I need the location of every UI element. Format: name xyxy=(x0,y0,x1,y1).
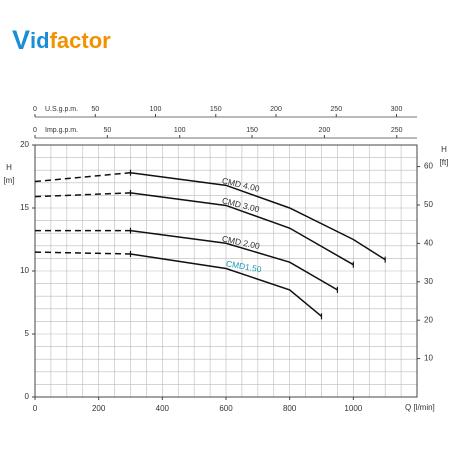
top-tick-label: 0 xyxy=(33,106,37,113)
top-tick-label: 150 xyxy=(246,127,258,134)
x-tick-label: 1000 xyxy=(344,404,362,413)
top-tick-label: 300 xyxy=(391,106,403,113)
y-tick-label: 20 xyxy=(20,140,29,149)
x-tick-label: 600 xyxy=(219,404,233,413)
y-tick-label: 5 xyxy=(25,329,30,338)
x-tick-label: 400 xyxy=(156,404,170,413)
top-axis-label: U.S.g.p.m. xyxy=(45,106,78,113)
logo-text: factor xyxy=(50,28,112,53)
top-tick-label: 200 xyxy=(319,127,331,134)
top-tick-label: 250 xyxy=(391,127,403,134)
y2-tick-label: 60 xyxy=(424,162,433,171)
y-tick-label: 10 xyxy=(20,266,29,275)
curve xyxy=(34,192,131,198)
y2-tick-label: 20 xyxy=(424,315,433,324)
y2-label: H xyxy=(441,145,447,154)
curve-label: CMD 3.00 xyxy=(221,195,261,214)
curve xyxy=(130,229,338,291)
top-tick-label: 100 xyxy=(174,127,186,134)
top-axis-label: Imp.g.p.m. xyxy=(45,127,78,134)
x-tick-label: 800 xyxy=(283,404,297,413)
logo: Vidfactor xyxy=(12,25,111,55)
y2-tick-label: 50 xyxy=(424,200,433,209)
curve xyxy=(34,171,131,183)
curve xyxy=(34,251,131,255)
y-label: H xyxy=(6,163,12,172)
y2-tick-label: 30 xyxy=(424,277,433,286)
x-tick-label: 0 xyxy=(33,404,38,413)
top-tick-label: 150 xyxy=(210,106,222,113)
logo-mark: V xyxy=(12,25,30,55)
curve-label: CMD1.50 xyxy=(225,258,262,274)
top-tick-label: 50 xyxy=(103,127,111,134)
y-label: [m] xyxy=(3,176,14,185)
y2-label: [ft] xyxy=(440,158,449,167)
curve xyxy=(130,171,386,261)
top-tick-label: 50 xyxy=(91,106,99,113)
y2-tick-label: 40 xyxy=(424,238,433,247)
top-tick-label: 100 xyxy=(150,106,162,113)
curve xyxy=(130,253,322,317)
logo-text: id xyxy=(30,28,50,53)
y2-tick-label: 10 xyxy=(424,354,433,363)
top-tick-label: 200 xyxy=(270,106,282,113)
top-tick-label: 0 xyxy=(33,127,37,134)
curve xyxy=(130,192,354,266)
x-tick-label: 200 xyxy=(92,404,106,413)
y-tick-label: 0 xyxy=(25,392,30,401)
x-label: Q [l/min] xyxy=(405,403,435,412)
top-tick-label: 250 xyxy=(330,106,342,113)
y-tick-label: 15 xyxy=(20,203,29,212)
